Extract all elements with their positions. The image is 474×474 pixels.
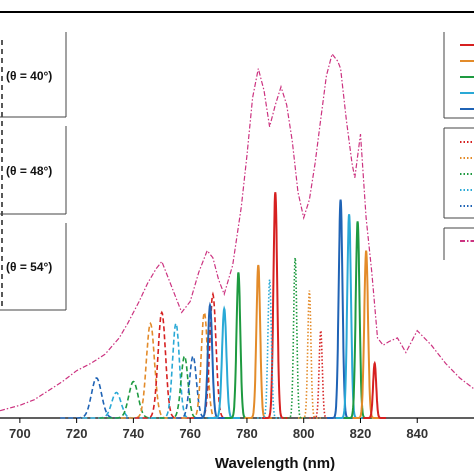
x-tick-label: 740	[123, 426, 145, 441]
group-label-40: (θ = 40°)	[6, 69, 52, 83]
peak-line-23	[352, 250, 380, 419]
series-layer	[60, 192, 386, 419]
x-tick-label: 780	[236, 426, 258, 441]
x-tick-label: 840	[406, 426, 428, 441]
series-legend	[443, 32, 474, 260]
peak-line-19	[309, 330, 333, 419]
peak-line-3	[99, 380, 168, 419]
peak-line-17	[283, 257, 307, 419]
x-tick-label: 800	[293, 426, 315, 441]
group-label-54: (θ = 54°)	[6, 260, 52, 274]
x-tick-label: 700	[9, 426, 31, 441]
x-axis-title: Wavelength (nm)	[215, 455, 335, 472]
x-tick-label: 760	[179, 426, 201, 441]
peak-line-16	[257, 279, 283, 419]
envelope-line	[0, 52, 474, 412]
x-tick-label: 720	[66, 426, 88, 441]
peak-line-1	[60, 377, 133, 419]
peak-line-18	[298, 290, 321, 419]
x-axis-ticks: 700 720 740 760 780 800 820 840	[9, 418, 428, 441]
group-legend: (θ = 40°) (θ = 48°) (θ = 54°)	[0, 32, 67, 311]
peak-line-4	[120, 321, 180, 419]
peak-line-24	[363, 360, 386, 419]
group-label-48: (θ = 48°)	[6, 164, 52, 178]
envelope-layer	[0, 52, 474, 412]
peak-line-11	[194, 301, 226, 419]
x-tick-label: 820	[350, 426, 372, 441]
peak-line-12	[208, 305, 241, 419]
